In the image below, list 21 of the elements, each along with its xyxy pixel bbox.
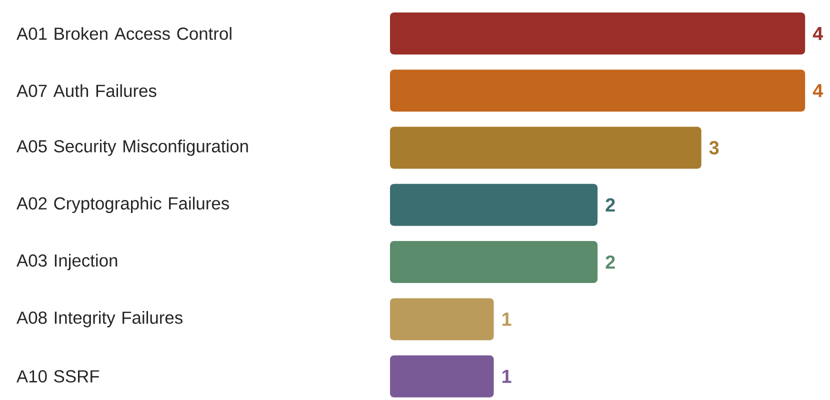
y-tick-label: A02 Cryptographic Failures: [16, 196, 229, 214]
data-label: 1: [502, 312, 512, 326]
y-tick-label: A05 Security Misconfiguration: [16, 140, 248, 156]
data-label: 2: [606, 198, 615, 212]
bar: [390, 184, 598, 226]
y-tick-label: A01 Broken Access Control: [16, 27, 232, 40]
bar: [390, 12, 806, 54]
y-tick-label: A08 Integrity Failures: [16, 311, 182, 328]
data-label: 2: [606, 255, 615, 269]
y-tick-label: A03 Injection: [16, 254, 118, 270]
data-label: 4: [812, 26, 824, 40]
y-tick-label: A10 SSRF: [16, 370, 100, 383]
bar: [390, 355, 494, 398]
bar: [390, 70, 806, 112]
y-tick-label: A07 Auth Failures: [16, 84, 156, 98]
bar: [390, 298, 494, 340]
data-label: 1: [502, 370, 512, 383]
data-label: 3: [709, 141, 719, 154]
bar: [390, 241, 598, 284]
data-label: 4: [812, 84, 824, 98]
bar: [390, 126, 702, 169]
